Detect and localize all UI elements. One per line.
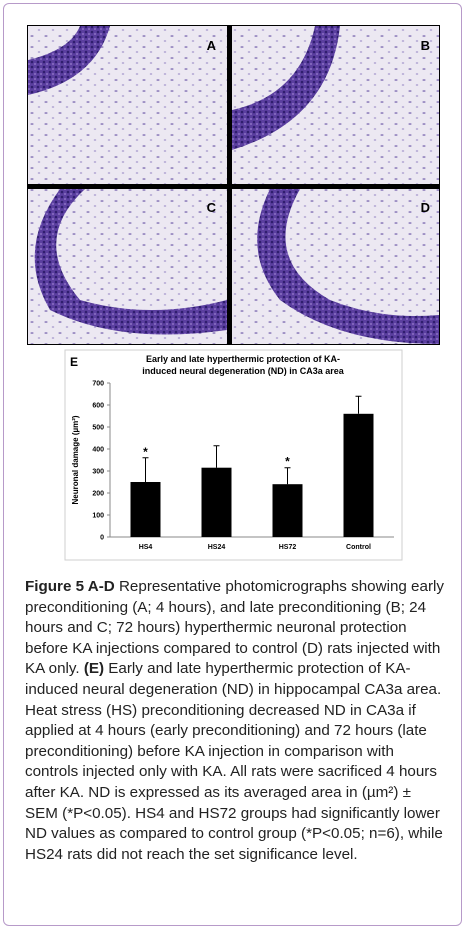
error-bar: [355, 395, 362, 414]
figure: A B C D E Early and late hyperthermic pr…: [27, 25, 440, 561]
x-tick-label: HS4: [139, 544, 153, 551]
x-tick-label: Control: [346, 544, 371, 551]
y-tick-label: 0: [100, 535, 104, 542]
y-axis-label: Neuronal damage (µm²): [71, 415, 80, 504]
caption-text: Early and late hyperthermic protection o…: [25, 660, 443, 863]
y-tick-label: 100: [92, 513, 104, 520]
caption-label: (E): [83, 660, 105, 678]
bar: [201, 467, 232, 537]
micrographs: [27, 25, 440, 345]
figure-frame: [3, 3, 462, 926]
x-tick-label: HS72: [279, 544, 297, 551]
chart-title: induced neural degeneration (ND) in CA3a…: [142, 366, 345, 376]
y-tick-label: 400: [92, 447, 104, 454]
y-tick-label: 200: [92, 491, 104, 498]
caption-label: Figure 5 A-D: [25, 578, 115, 595]
panel-label: A: [207, 38, 217, 53]
panel-label: D: [421, 200, 430, 215]
y-tick-label: 600: [92, 403, 104, 410]
x-tick-label: HS24: [208, 544, 226, 551]
bar: [343, 413, 374, 537]
caption-text: Representative photomicrographs showing …: [25, 578, 444, 678]
y-tick-label: 500: [92, 425, 104, 432]
error-bar: [284, 467, 291, 485]
error-bar: [142, 457, 149, 482]
bar: [272, 484, 303, 537]
panel-label: E: [70, 355, 78, 369]
y-tick-label: 700: [92, 381, 104, 388]
significance-mark: *: [285, 455, 290, 469]
panel-label: B: [421, 38, 430, 53]
caption: Figure 5 A-D Representative photomicrogr…: [25, 577, 447, 865]
panel-labels: A B C D: [207, 38, 430, 215]
y-tick-label: 300: [92, 469, 104, 476]
panel-label: C: [207, 200, 217, 215]
bar-chart: E Early and late hyperthermic protection…: [64, 349, 403, 561]
significance-mark: *: [143, 445, 148, 459]
bar: [130, 482, 161, 537]
chart-title: Early and late hyperthermic protection o…: [146, 354, 340, 364]
error-bar: [213, 445, 220, 468]
